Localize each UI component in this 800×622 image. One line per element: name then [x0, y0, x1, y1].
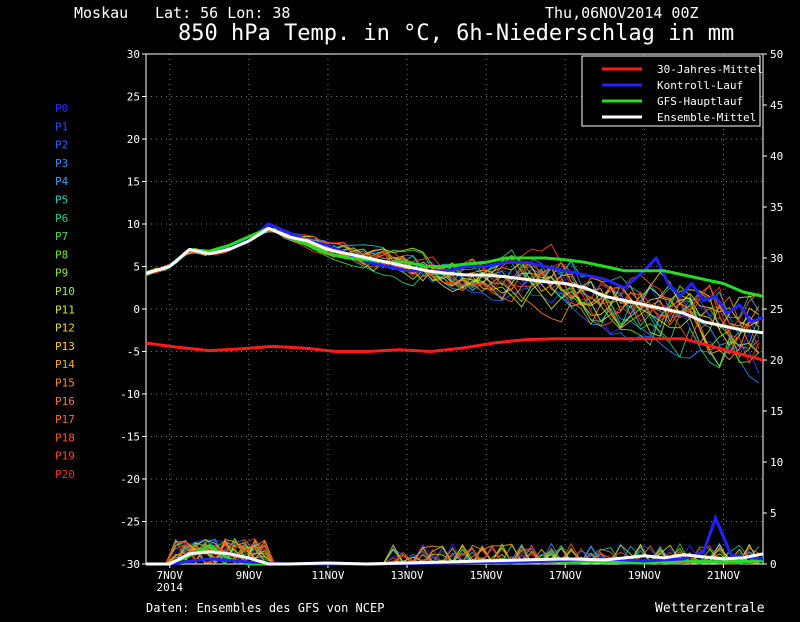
y-tick-label: 25	[127, 91, 140, 104]
member-label: P6	[55, 212, 68, 225]
member-label: P3	[55, 157, 68, 170]
x-tick-label: 21NOV	[707, 569, 740, 582]
y2-tick-label: 35	[770, 201, 783, 214]
member-label: P9	[55, 267, 68, 280]
member-label: P14	[55, 358, 75, 371]
y2-tick-label: 20	[770, 354, 783, 367]
y-tick-label: 20	[127, 133, 140, 146]
brand-label: Wetterzentrale	[655, 601, 765, 616]
legend-label: 30-Jahres-Mittel	[657, 63, 763, 76]
member-label: P20	[55, 468, 75, 481]
y2-tick-label: 40	[770, 150, 783, 163]
y-tick-label: -5	[127, 346, 140, 359]
x-tick-label: 13NOV	[390, 569, 423, 582]
y-tick-label: 5	[133, 261, 140, 274]
legend-label: Kontroll-Lauf	[657, 79, 743, 92]
main-series	[145, 222, 764, 362]
member-list: P0 P1 P2 P3 P4 P5 P6 P7 P8 P9 P10 P11 P12 P13 P14 P15 P1…	[55, 102, 75, 481]
x-tick-label: 9NOV	[236, 569, 263, 582]
y-tick-label: -30	[120, 558, 140, 571]
y-tick-label: 10	[127, 218, 140, 231]
member-label: P4	[55, 175, 69, 188]
y-tick-label: 0	[133, 303, 140, 316]
y-tick-label: -20	[120, 473, 140, 486]
grid-lines	[146, 54, 763, 564]
coords-label: Lat: 56 Lon: 38	[155, 4, 290, 22]
y-tick-label: 15	[127, 176, 140, 189]
y2-tick-label: 5	[770, 507, 777, 520]
member-label: P11	[55, 303, 75, 316]
member-label: P2	[55, 139, 68, 152]
member-label: P18	[55, 431, 75, 444]
y2-tick-label: 10	[770, 456, 783, 469]
member-label: P15	[55, 377, 75, 390]
x-tick-label: 19NOV	[628, 569, 661, 582]
member-label: P8	[55, 248, 68, 261]
data-source-label: Daten: Ensembles des GFS von NCEP	[146, 601, 384, 615]
run-date-label: Thu,06NOV2014 00Z	[545, 4, 699, 22]
legend-label: Ensemble-Mittel	[657, 111, 756, 124]
y2-tick-label: 50	[770, 48, 783, 61]
y-tick-label: 30	[127, 48, 140, 61]
location-label: Moskau	[74, 4, 128, 22]
member-label: P19	[55, 450, 75, 463]
y2-tick-label: 15	[770, 405, 783, 418]
member-label: P13	[55, 340, 75, 353]
member-label: P5	[55, 194, 68, 207]
member-label: P16	[55, 395, 75, 408]
member-label: P1	[55, 120, 68, 133]
member-label: P10	[55, 285, 75, 298]
y2-tick-label: 45	[770, 99, 783, 112]
y2-tick-label: 25	[770, 303, 783, 316]
y-axis-right: 0 5 10 15 20 25 30 35 40 45 50	[763, 48, 783, 571]
x-tick-label: 11NOV	[311, 569, 344, 582]
series-line-30-jahres-mittel	[145, 337, 764, 362]
precip-control-line	[146, 513, 764, 566]
chart-title: 850 hPa Temp. in °C, 6h-Niederschlag in …	[178, 21, 734, 46]
member-label: P7	[55, 230, 68, 243]
member-label: P12	[55, 322, 75, 335]
x-tick-label: 15NOV	[470, 569, 503, 582]
y-tick-label: -15	[120, 431, 140, 444]
y2-tick-label: 30	[770, 252, 783, 265]
x-tick-sublabel: 2014	[156, 581, 183, 594]
series-line-kontroll-lauf	[145, 222, 764, 324]
y2-tick-label: 0	[770, 558, 777, 571]
member-label: P0	[55, 102, 68, 115]
series-line-gfs-hauptlauf	[145, 226, 764, 298]
y-axis-left: -30 -25 -20 -15 -10 -5 0 5 10 15 20 25 30	[120, 48, 146, 571]
legend: 30-Jahres-Mittel Kontroll-Lauf GFS-Hauptla…	[581, 55, 763, 127]
y-tick-label: -10	[120, 388, 140, 401]
y-tick-label: -25	[120, 516, 140, 529]
series-line-ensemble-mittel	[145, 226, 764, 335]
member-label: P17	[55, 413, 75, 426]
x-tick-label: 7NOV	[156, 569, 183, 582]
precip-lines	[146, 513, 764, 566]
legend-label: GFS-Hauptlauf	[657, 95, 743, 108]
x-tick-label: 17NOV	[549, 569, 582, 582]
precip-mean-line	[146, 550, 764, 566]
